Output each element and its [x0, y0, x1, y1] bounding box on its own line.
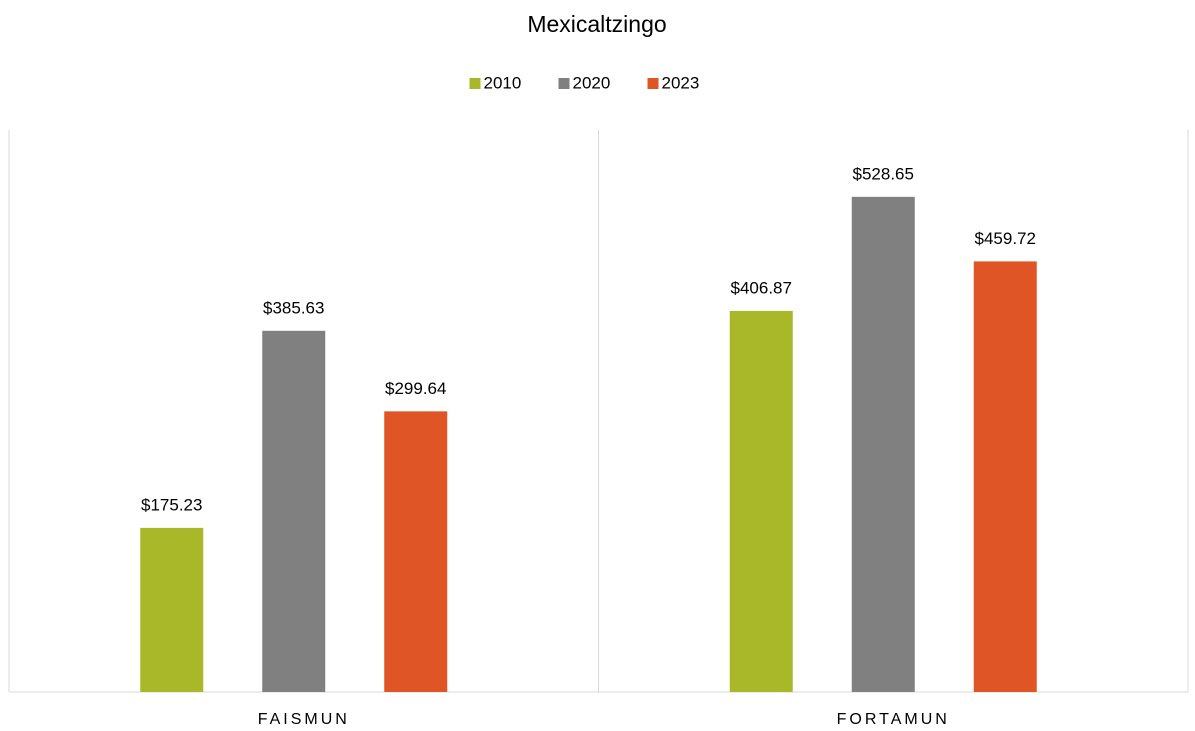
legend-label: 2010: [484, 73, 522, 92]
chart-title: Mexicaltzingo: [527, 11, 666, 37]
data-label: $459.72: [975, 229, 1036, 248]
data-label: $385.63: [263, 298, 324, 317]
legend-swatch: [469, 78, 481, 89]
x-tick-label: FORTAMUN: [837, 711, 950, 728]
legend-label: 2023: [662, 73, 700, 92]
legend-label: 2020: [573, 73, 611, 92]
data-label: $175.23: [141, 495, 202, 514]
bar: [384, 411, 448, 692]
legend-swatch: [647, 78, 659, 89]
legend-swatch: [558, 78, 570, 89]
data-label: $406.87: [731, 278, 792, 297]
bar: [973, 261, 1037, 692]
data-label: $528.65: [853, 164, 914, 183]
bar: [140, 527, 204, 692]
bar: [729, 310, 793, 692]
bar: [262, 330, 326, 692]
bar: [851, 196, 915, 692]
x-tick-label: FAISMUN: [258, 711, 350, 728]
data-label: $299.64: [385, 379, 446, 398]
